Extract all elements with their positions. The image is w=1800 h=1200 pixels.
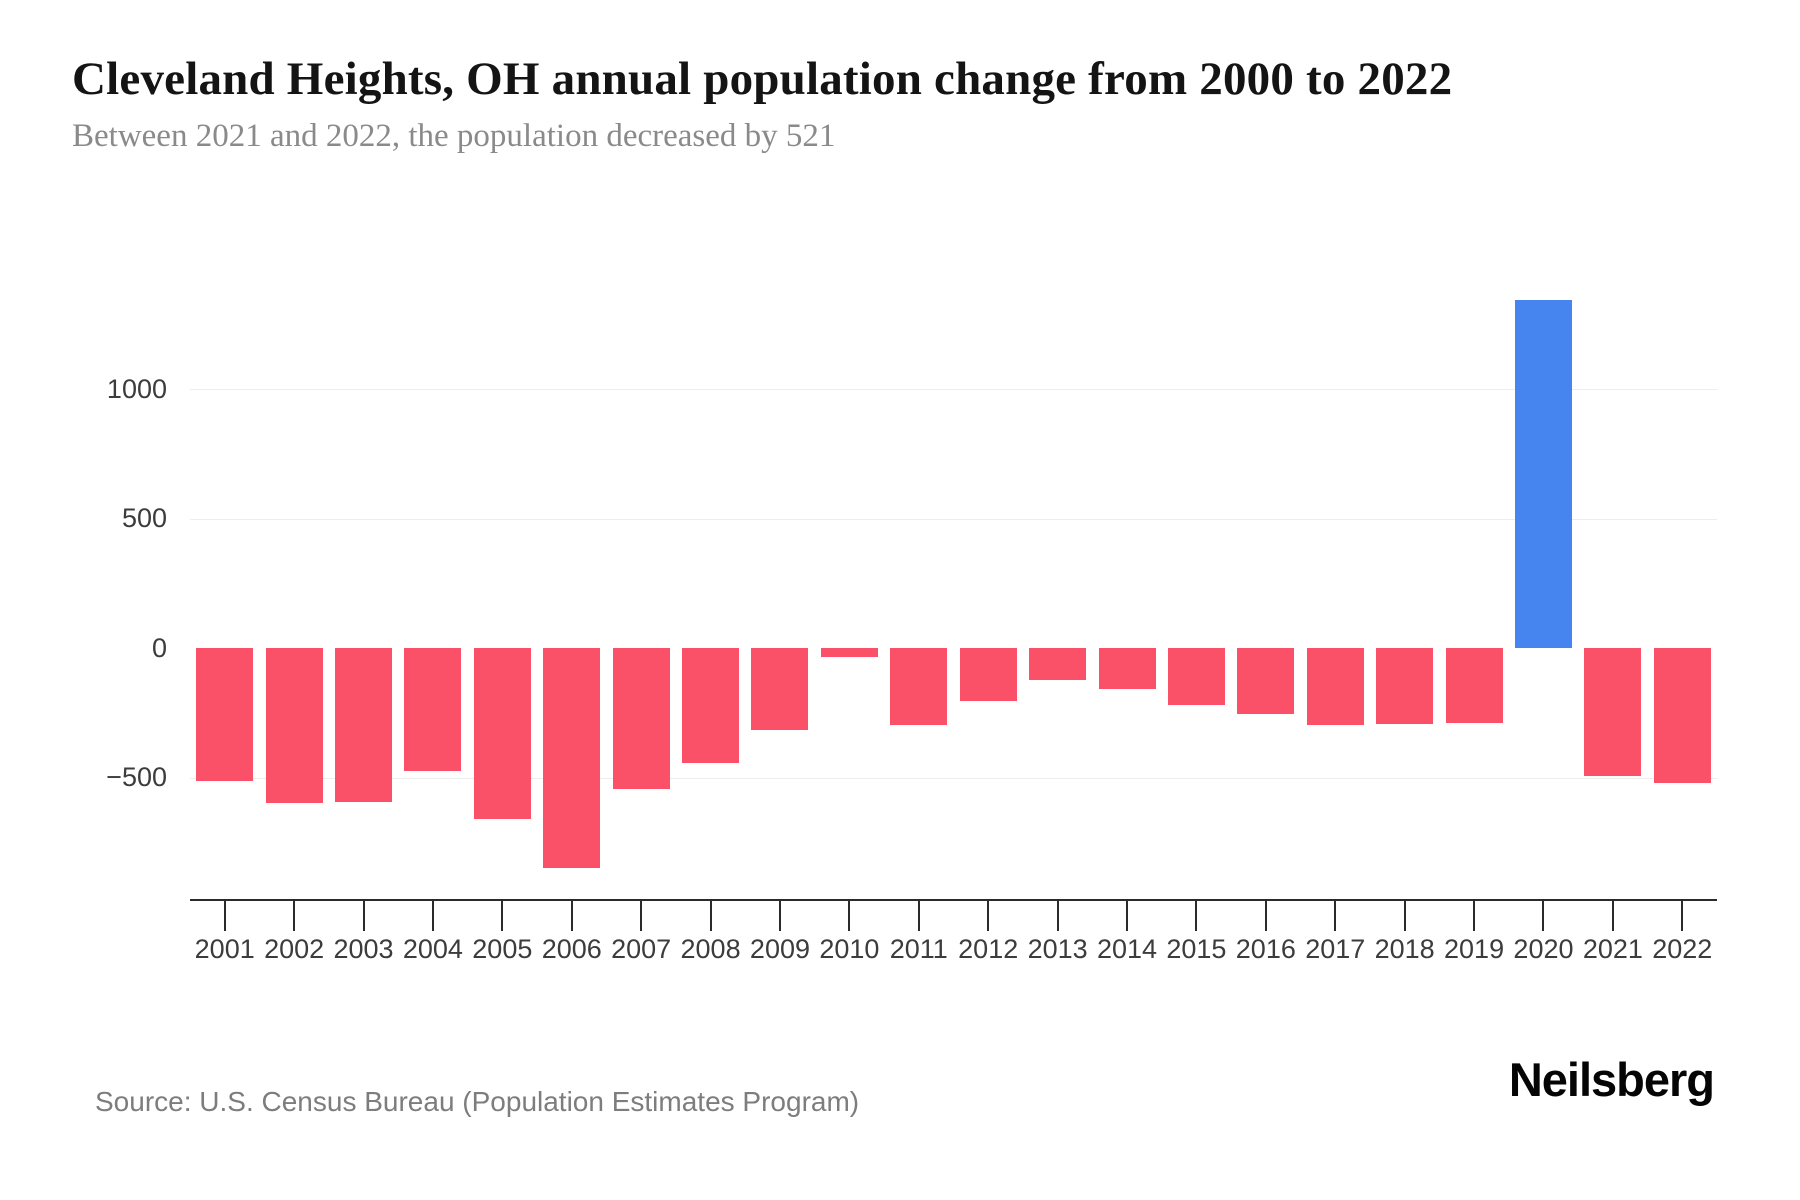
x-tick-2012	[987, 899, 990, 931]
bar-2014[interactable]	[1098, 648, 1156, 689]
x-tick-2019	[1473, 899, 1476, 931]
bar-2007[interactable]	[612, 648, 670, 790]
y-tick-label-0: 0	[151, 632, 167, 663]
bar-2010[interactable]	[820, 648, 878, 658]
x-tick-label-2022: 2022	[1652, 934, 1713, 964]
x-tick-label-2018: 2018	[1374, 934, 1435, 964]
page-subtitle: Between 2021 and 2022, the population de…	[72, 118, 836, 154]
bar-2013[interactable]	[1029, 648, 1087, 681]
x-tick-label-2002: 2002	[264, 934, 325, 964]
x-tick-label-2007: 2007	[611, 934, 672, 964]
bar-2005[interactable]	[473, 648, 531, 820]
x-tick-2021	[1611, 899, 1614, 931]
x-tick-2020	[1542, 899, 1545, 931]
x-tick-label-2011: 2011	[889, 934, 948, 964]
bar-2016[interactable]	[1237, 648, 1295, 714]
x-tick-label-2008: 2008	[680, 934, 741, 964]
x-tick-label-2004: 2004	[402, 934, 463, 964]
x-tick-2006	[570, 899, 573, 931]
bar-2008[interactable]	[682, 648, 740, 763]
bar-2006[interactable]	[543, 648, 601, 868]
bar-2011[interactable]	[890, 648, 948, 726]
x-tick-2011	[917, 899, 920, 931]
gridline--500	[190, 777, 1717, 779]
x-tick-2016	[1264, 899, 1267, 931]
neilsberg-logo: Neilsberg	[1508, 1053, 1715, 1106]
x-axis-line	[190, 899, 1717, 901]
x-tick-label-2005: 2005	[472, 934, 533, 964]
bar-2017[interactable]	[1306, 648, 1364, 726]
gridline-500	[190, 518, 1717, 520]
x-tick-label-2001: 2001	[194, 934, 255, 964]
x-tick-2009	[778, 899, 781, 931]
bar-2001[interactable]	[196, 648, 254, 781]
x-tick-label-2003: 2003	[333, 934, 394, 964]
x-tick-label-2021: 2021	[1582, 934, 1643, 964]
x-tick-label-2013: 2013	[1027, 934, 1088, 964]
bar-2021[interactable]	[1584, 648, 1642, 776]
bar-2009[interactable]	[751, 648, 809, 731]
bar-2020[interactable]	[1514, 299, 1572, 648]
x-tick-2003	[362, 899, 365, 931]
x-tick-2007	[640, 899, 643, 931]
y-tick-label-1000: 1000	[106, 373, 167, 404]
bar-2004[interactable]	[404, 648, 462, 771]
x-tick-2014	[1126, 899, 1129, 931]
gridline-1000	[190, 389, 1717, 390]
x-tick-label-2016: 2016	[1235, 934, 1296, 964]
bar-2022[interactable]	[1653, 648, 1711, 783]
y-tick-label-500: 500	[121, 503, 167, 533]
x-tick-2017	[1334, 899, 1337, 931]
bar-2003[interactable]	[335, 648, 393, 803]
x-tick-label-2019: 2019	[1444, 934, 1505, 964]
x-tick-label-2015: 2015	[1166, 934, 1227, 964]
x-tick-label-2006: 2006	[541, 934, 602, 964]
x-tick-label-2012: 2012	[958, 934, 1019, 964]
bar-2012[interactable]	[959, 648, 1017, 702]
x-tick-label-2017: 2017	[1305, 934, 1366, 964]
page-title: Cleveland Heights, OH annual population …	[72, 53, 1453, 105]
x-tick-2022	[1681, 899, 1684, 931]
x-tick-2013	[1056, 899, 1059, 931]
x-tick-2018	[1403, 899, 1406, 931]
x-tick-2004	[431, 899, 434, 931]
y-tick-label--500: −500	[106, 762, 167, 792]
bar-2019[interactable]	[1445, 648, 1503, 723]
x-tick-2001	[223, 899, 226, 931]
x-tick-label-2014: 2014	[1096, 934, 1158, 964]
x-tick-label-2009: 2009	[749, 934, 810, 964]
x-tick-2015	[1195, 899, 1198, 931]
x-tick-2002	[293, 899, 296, 931]
x-tick-2005	[501, 899, 504, 931]
x-tick-2010	[848, 899, 851, 931]
x-tick-label-2010: 2010	[819, 934, 880, 964]
bar-2015[interactable]	[1167, 648, 1225, 706]
source-note: Source: U.S. Census Bureau (Population E…	[95, 1086, 860, 1117]
x-tick-2008	[709, 899, 712, 931]
bar-2018[interactable]	[1376, 648, 1434, 725]
x-tick-label-2020: 2020	[1513, 934, 1574, 964]
bar-2002[interactable]	[265, 648, 323, 803]
